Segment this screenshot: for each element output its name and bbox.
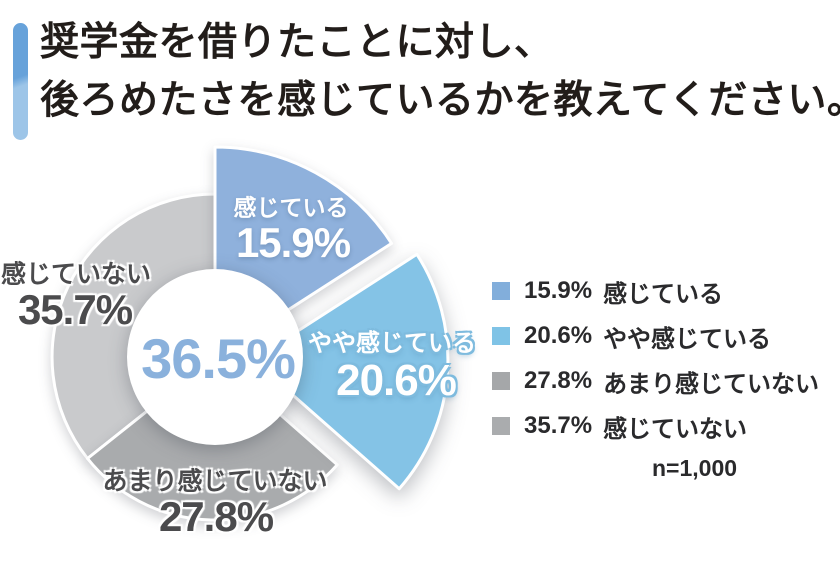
donut-chart (50, 145, 450, 522)
slice-label-not-feeling: 感じていない (0, 260, 152, 289)
donut-center-total: 36.5% (141, 327, 296, 390)
legend-item-feeling: 15.9% 感じている (492, 277, 819, 308)
legend-pct: 27.8% (524, 367, 593, 394)
title-accent-bar (13, 23, 28, 140)
slice-pct-somewhat-feeling: 20.6% (336, 356, 457, 405)
slice-label-not-really-feeling: あまり感じていない (102, 467, 328, 496)
legend-swatch-somewhat-feeling (492, 327, 510, 345)
legend-swatch-not-feeling (492, 417, 510, 435)
legend-item-somewhat-feeling: 20.6% やや感じている (492, 322, 819, 353)
page-title: 奨学金を借りたことに対し、 後ろめたさを感じているかを教えてください。 (40, 14, 840, 130)
slice-label-feeling: 感じている (233, 194, 349, 221)
donut-slice-1 (251, 252, 450, 491)
legend-label: 感じていない (603, 415, 748, 443)
legend: 15.9% 感じている 20.6% やや感じている 27.8% あまり感じていな… (492, 277, 819, 459)
legend-item-not-really-feeling: 27.8% あまり感じていない (492, 367, 819, 398)
title-line-2: 後ろめたさを感じているかを教えてください。 (40, 79, 840, 122)
legend-swatch-feeling (492, 282, 510, 300)
slice-pct-feeling: 15.9% (235, 219, 351, 266)
title-line-1: 奨学金を借りたことに対し、 (40, 21, 554, 64)
legend-item-not-feeling: 35.7% 感じていない (492, 412, 819, 443)
legend-swatch-not-really-feeling (492, 372, 510, 390)
slice-label-somewhat-feeling: やや感じている (308, 330, 476, 357)
sample-size-note: n=1,000 (652, 455, 738, 481)
legend-pct: 20.6% (524, 322, 593, 349)
slice-pct-not-really-feeling: 27.8% (158, 493, 274, 540)
legend-pct: 15.9% (524, 277, 593, 304)
legend-label: やや感じている (603, 325, 772, 353)
slice-pct-not-feeling: 35.7% (17, 286, 133, 333)
donut-hole (127, 269, 303, 445)
legend-label: 感じている (603, 280, 724, 308)
legend-pct: 35.7% (524, 412, 593, 439)
legend-label: あまり感じていない (603, 370, 820, 398)
